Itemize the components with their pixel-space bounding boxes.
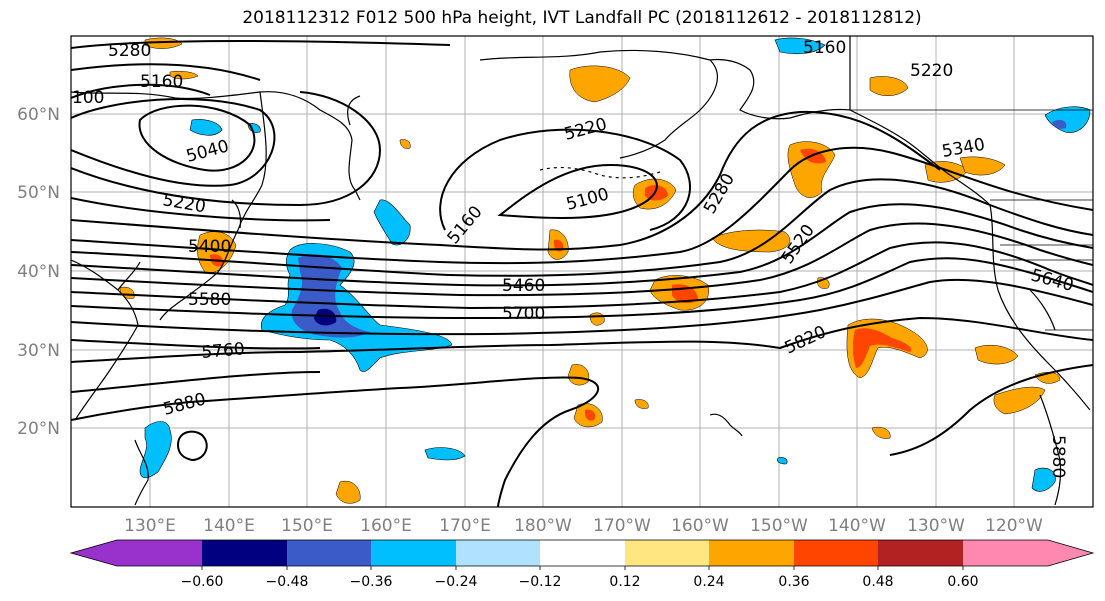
colorbar-tick-label: 0.12	[609, 574, 640, 590]
lat-label: 40°N	[17, 262, 60, 282]
colorbar-extend-low	[71, 540, 117, 566]
colorbar-swatch	[878, 540, 963, 566]
colorbar-tick-label: −0.36	[350, 574, 393, 590]
contour-label: 5400	[188, 237, 231, 257]
graticule	[71, 36, 1093, 507]
lat-label: 60°N	[17, 105, 60, 125]
contour-label: 5160	[803, 38, 846, 58]
lon-label: 170°E	[439, 516, 491, 536]
colorbar-tick-label: 0.60	[947, 574, 978, 590]
colorbar: −0.60 −0.48 −0.36 −0.24 −0.12 0.12 0.24 …	[69, 539, 1095, 590]
colorbar-tick-label: 0.24	[693, 574, 724, 590]
contour-label: 5220	[910, 61, 953, 81]
colorbar-tick-label: −0.60	[181, 574, 224, 590]
colorbar-swatch	[287, 540, 371, 566]
height-contours	[71, 39, 1093, 507]
lat-label: 30°N	[17, 341, 60, 361]
map-frame	[70, 35, 1094, 508]
contour-label: 5280	[108, 41, 151, 61]
colorbar-swatch	[117, 540, 202, 566]
lon-label: 170°W	[593, 516, 651, 536]
colorbar-swatch	[709, 540, 794, 566]
map-title: 2018112312 F012 500 hPa height, IVT Land…	[71, 8, 1093, 28]
lon-label: 180°W	[514, 516, 572, 536]
colorbar-extend-high	[1048, 540, 1093, 566]
contour-label: 5700	[502, 304, 545, 324]
contour-label: 5880	[1048, 435, 1068, 478]
lon-label: 150°E	[281, 516, 333, 536]
contour-label: 100	[72, 88, 104, 108]
contour-label: 5580	[188, 290, 231, 310]
lon-label: 160°W	[671, 516, 729, 536]
map-title-text: 2018112312 F012 500 hPa height, IVT Land…	[242, 8, 922, 28]
colorbar-swatch	[963, 540, 1048, 566]
contour-label: 5460	[502, 276, 545, 296]
colorbar-tick-label: −0.24	[435, 574, 478, 590]
lon-label: 140°W	[828, 516, 886, 536]
colorbar-swatch	[794, 540, 878, 566]
colorbar-swatch	[540, 540, 625, 566]
colorbar-swatch	[371, 540, 456, 566]
colorbar-tick-label: −0.12	[519, 574, 562, 590]
lon-label: 140°E	[203, 516, 255, 536]
colorbar-tick-label: 0.48	[862, 574, 893, 590]
colorbar-outline	[69, 539, 1095, 567]
colorbar-swatch	[625, 540, 709, 566]
lon-label: 160°E	[360, 516, 412, 536]
colorbar-swatch	[456, 540, 540, 566]
contour-labels: 5280 5160 100 5220 5040 5220 5400 5580 5…	[72, 38, 1076, 478]
colorbar-tick-label: 0.36	[778, 574, 809, 590]
lat-label: 20°N	[17, 419, 60, 439]
lon-label: 130°E	[124, 516, 176, 536]
lon-label: 120°W	[985, 516, 1043, 536]
contour-label: 5160	[140, 72, 183, 92]
lat-label: 50°N	[17, 183, 60, 203]
latitude-labels: 60°N 50°N 40°N 30°N 20°N	[17, 105, 60, 439]
colorbar-tick-label: −0.48	[266, 574, 309, 590]
colorbar-swatch	[202, 540, 287, 566]
longitude-labels: 130°E 140°E 150°E 160°E 170°E 180°W 170°…	[124, 516, 1043, 536]
lon-label: 150°W	[750, 516, 808, 536]
lon-label: 130°W	[907, 516, 965, 536]
contour-label: 5760	[201, 339, 246, 363]
